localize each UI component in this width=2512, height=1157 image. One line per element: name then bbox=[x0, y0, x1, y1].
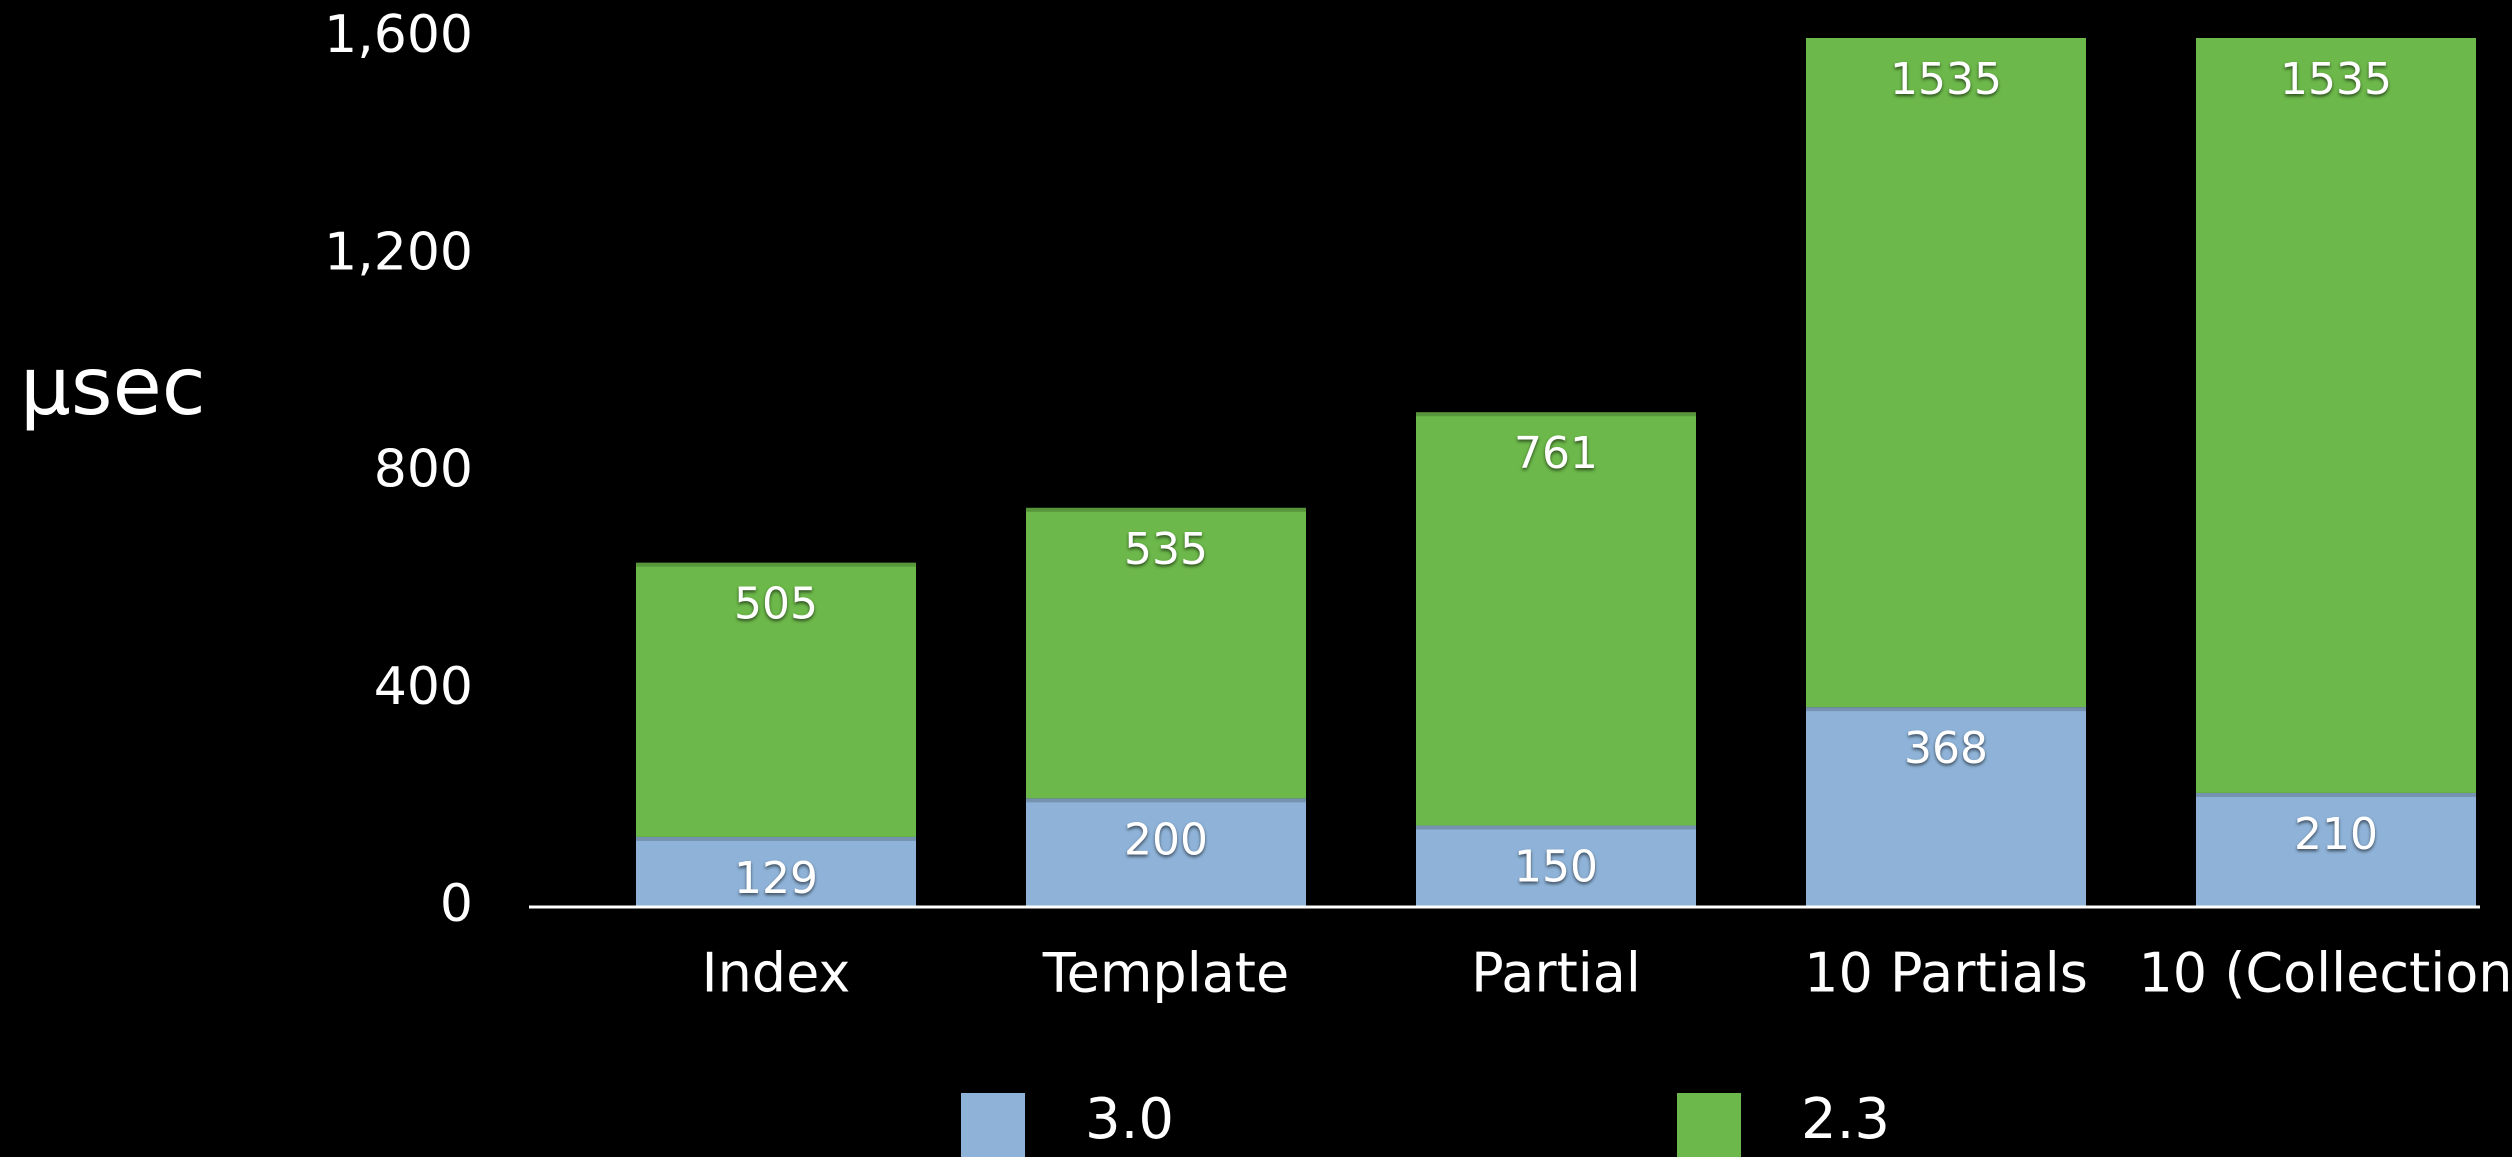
value-label: 761 bbox=[1514, 428, 1598, 479]
y-tick-label: 800 bbox=[374, 440, 473, 500]
bar-shade bbox=[2196, 792, 2476, 797]
x-tick-label: 10 Partials bbox=[1804, 942, 2088, 1005]
x-tick-label: Template bbox=[1042, 942, 1289, 1005]
bar-shade bbox=[636, 562, 916, 567]
bar-segment bbox=[1806, 707, 2086, 907]
y-tick-label: 1,600 bbox=[324, 5, 473, 65]
value-label: 210 bbox=[2294, 809, 2378, 860]
y-axis-label: µsec bbox=[20, 340, 206, 433]
bar-segment bbox=[636, 562, 916, 837]
x-tick-label: Partial bbox=[1471, 942, 1641, 1005]
bar-segment bbox=[1026, 507, 1306, 799]
bar-shade bbox=[1026, 507, 1306, 512]
y-tick-label: 400 bbox=[374, 657, 473, 717]
plot-area bbox=[636, 38, 2476, 907]
value-label: 505 bbox=[734, 579, 818, 630]
value-label: 1535 bbox=[1890, 54, 2002, 105]
x-tick-label: Index bbox=[702, 942, 851, 1005]
legend-swatch bbox=[961, 1093, 1025, 1157]
bar-segment bbox=[636, 836, 916, 907]
bar-shade bbox=[1806, 707, 2086, 712]
value-label: 368 bbox=[1904, 723, 1988, 774]
bar-shade bbox=[636, 836, 916, 841]
bar-segment bbox=[1416, 412, 1696, 826]
bar-segment bbox=[1026, 798, 1306, 907]
value-label: 1535 bbox=[2280, 54, 2392, 105]
value-label: 150 bbox=[1514, 842, 1598, 893]
bar-segment bbox=[1416, 825, 1696, 907]
bar-segment bbox=[2196, 792, 2476, 907]
value-label: 129 bbox=[734, 853, 818, 904]
legend-label: 2.3 bbox=[1801, 1087, 1890, 1152]
bar-shade bbox=[1416, 412, 1696, 417]
bar-shade bbox=[1416, 825, 1696, 830]
y-tick-label: 1,200 bbox=[324, 222, 473, 282]
legend-swatch bbox=[1677, 1093, 1741, 1157]
x-tick-label: 10 (Collection) bbox=[2138, 942, 2512, 1005]
legend-label: 3.0 bbox=[1085, 1087, 1174, 1152]
y-tick-label: 0 bbox=[440, 874, 473, 934]
bar-segment bbox=[2196, 38, 2476, 793]
bar-shade bbox=[1026, 798, 1306, 803]
value-label: 200 bbox=[1124, 814, 1208, 865]
value-label: 535 bbox=[1124, 524, 1208, 575]
bar-segment bbox=[1806, 38, 2086, 708]
